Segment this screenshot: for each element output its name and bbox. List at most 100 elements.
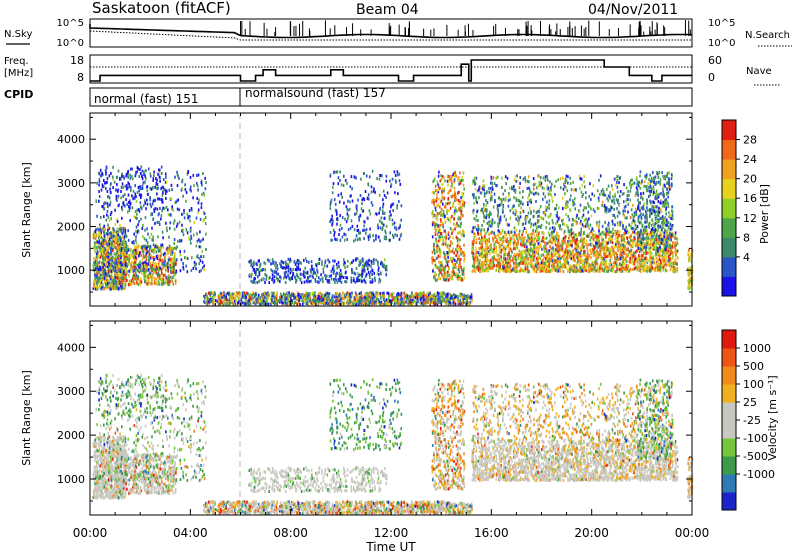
echo-cell: [447, 184, 449, 187]
echo-cell: [202, 238, 204, 241]
echo-cell: [232, 293, 234, 296]
echo-cell: [460, 196, 462, 199]
echo-cell: [173, 276, 175, 279]
echo-cell: [436, 241, 438, 244]
echo-cell: [135, 239, 137, 242]
echo-cell: [116, 287, 118, 290]
echo-cell: [161, 166, 163, 169]
echo-cell: [100, 251, 102, 254]
echo-cell: [438, 274, 440, 277]
echo-cell: [460, 266, 462, 269]
echo-cell: [294, 260, 296, 263]
echo-cell: [442, 213, 444, 216]
echo-cell: [443, 278, 445, 281]
echo-cell: [112, 231, 114, 234]
echo-cell: [100, 169, 102, 172]
echo-cell: [250, 280, 252, 283]
echo-cell: [158, 213, 160, 216]
echo-cell: [191, 237, 193, 240]
echo-cell: [106, 263, 108, 266]
echo-cell: [96, 234, 98, 237]
echo-cell: [163, 253, 165, 256]
echo-cell: [289, 277, 291, 280]
echo-cell: [233, 303, 235, 306]
echo-cell: [251, 294, 253, 297]
echo-cell: [207, 303, 209, 306]
echo-cell: [114, 253, 116, 256]
freq-unit-label: [MHz]: [4, 68, 33, 79]
echo-cell: [138, 186, 140, 189]
echo-cell: [384, 303, 386, 306]
echo-cell: [446, 261, 448, 264]
echo-cell: [97, 258, 99, 261]
echo-cell: [366, 175, 368, 178]
echo-cell: [120, 190, 122, 193]
echo-cell: [143, 204, 145, 207]
echo-cell: [190, 176, 192, 179]
echo-cell: [202, 172, 204, 175]
echo-cell: [349, 208, 351, 211]
echo-cell: [418, 293, 420, 296]
echo-cell: [157, 187, 159, 190]
echo-cell: [147, 233, 149, 236]
echo-cell: [112, 265, 114, 268]
echo-cell: [168, 283, 170, 286]
echo-cell: [116, 231, 118, 234]
echo-cell: [462, 251, 464, 254]
echo-cell: [359, 300, 361, 303]
echo-cell: [130, 254, 132, 257]
echo-cell: [184, 183, 186, 186]
echo-cell: [407, 295, 409, 298]
echo-cell: [165, 189, 167, 192]
echo-cell: [371, 260, 373, 263]
echo-cell: [128, 239, 130, 242]
echo-cell: [258, 259, 260, 262]
echo-cell: [341, 183, 343, 186]
echo-cell: [148, 193, 150, 196]
echo-cell: [298, 276, 300, 279]
echo-cell: [205, 248, 207, 251]
echo-cell: [119, 224, 121, 227]
echo-cell: [214, 291, 216, 294]
echo-cell: [361, 202, 363, 205]
echo-cell: [129, 280, 131, 283]
echo-cell: [383, 298, 385, 301]
echo-cell: [124, 204, 126, 207]
echo-cell: [164, 260, 166, 263]
echo-cell: [344, 239, 346, 242]
echo-cell: [448, 218, 450, 221]
echo-cell: [346, 182, 348, 185]
echo-cell: [392, 223, 394, 226]
echo-cell: [196, 245, 198, 248]
echo-cell: [173, 263, 175, 266]
echo-cell: [343, 233, 345, 236]
echo-cell: [168, 213, 170, 216]
echo-cell: [364, 293, 366, 296]
echo-cell: [120, 196, 122, 199]
echo-cell: [98, 228, 100, 231]
echo-cell: [436, 200, 438, 203]
echo-cell: [377, 272, 379, 275]
echo-cell: [345, 276, 347, 279]
echo-cell: [366, 273, 368, 276]
echo-cell: [243, 294, 245, 297]
echo-cell: [138, 283, 140, 286]
echo-cell: [337, 217, 339, 220]
echo-cell: [158, 250, 160, 253]
echo-cell: [194, 264, 196, 267]
echo-cell: [190, 242, 192, 245]
echo-cell: [367, 265, 369, 268]
echo-cell: [196, 197, 198, 200]
echo-cell: [452, 250, 454, 253]
echo-cell: [133, 216, 135, 219]
echo-cell: [156, 250, 158, 253]
echo-cell: [432, 223, 434, 226]
echo-cell: [198, 209, 200, 212]
echo-cell: [400, 301, 402, 304]
echo-cell: [110, 172, 112, 175]
echo-cell: [397, 204, 399, 207]
echo-cell: [103, 225, 105, 228]
echo-cell: [368, 238, 370, 241]
echo-cell: [435, 238, 437, 241]
echo-cell: [200, 259, 202, 262]
